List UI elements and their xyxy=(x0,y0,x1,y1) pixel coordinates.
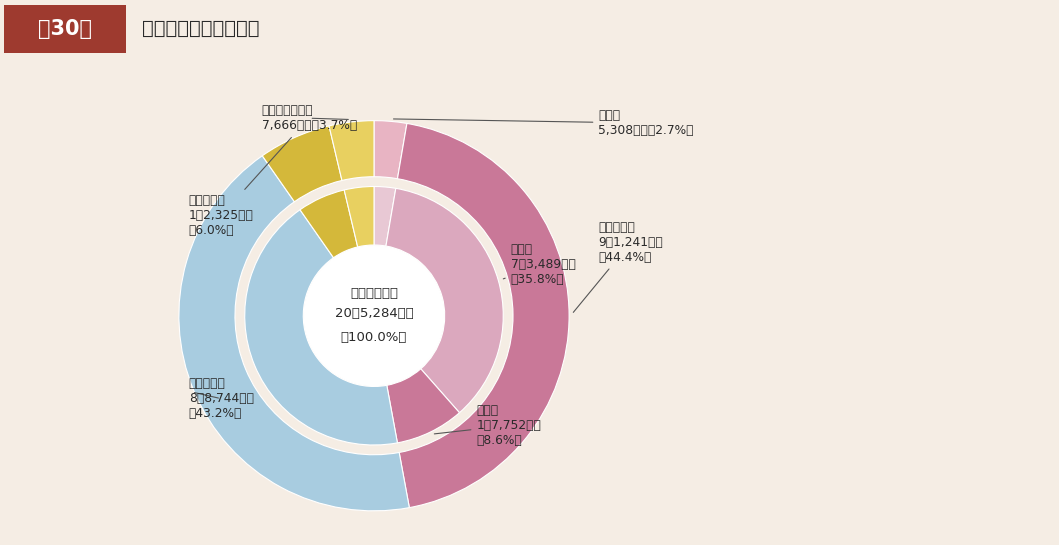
Wedge shape xyxy=(397,123,569,507)
Text: 市町村税総額: 市町村税総額 xyxy=(349,287,398,300)
Wedge shape xyxy=(300,190,358,258)
FancyBboxPatch shape xyxy=(4,4,126,53)
Text: 固定資産税
8兆8,744億円
（43.2%）: 固定資産税 8兆8,744億円 （43.2%） xyxy=(189,377,254,420)
Wedge shape xyxy=(344,186,374,247)
Text: 個人分
7兆3,489億円
（35.8%）: 個人分 7兆3,489億円 （35.8%） xyxy=(503,243,575,286)
Text: 市町村たばこ税
7,666億円（3.7%）: 市町村たばこ税 7,666億円（3.7%） xyxy=(262,104,357,132)
Text: （100.0%）: （100.0%） xyxy=(341,331,407,344)
Wedge shape xyxy=(263,126,342,202)
Wedge shape xyxy=(245,210,397,445)
Text: 市町村税収入額の状況: 市町村税収入額の状況 xyxy=(142,19,259,38)
Wedge shape xyxy=(387,369,460,443)
Circle shape xyxy=(304,246,444,385)
Text: 都市計画税
1兆2,325億円
（6.0%）: 都市計画税 1兆2,325億円 （6.0%） xyxy=(189,137,291,237)
Text: 法人分
1兆7,752億円
（8.6%）: 法人分 1兆7,752億円 （8.6%） xyxy=(434,404,541,447)
Wedge shape xyxy=(374,186,396,246)
Wedge shape xyxy=(385,189,503,413)
Text: 第30図: 第30図 xyxy=(38,19,92,39)
Text: 20兆5,284億円: 20兆5,284億円 xyxy=(335,307,413,320)
Wedge shape xyxy=(179,156,410,511)
Text: その他
5,308億円（2.7%）: その他 5,308億円（2.7%） xyxy=(394,109,694,137)
Text: 市町村民税
9兆1,241億円
（44.4%）: 市町村民税 9兆1,241億円 （44.4%） xyxy=(573,221,663,312)
Wedge shape xyxy=(329,120,374,180)
Wedge shape xyxy=(374,120,407,179)
